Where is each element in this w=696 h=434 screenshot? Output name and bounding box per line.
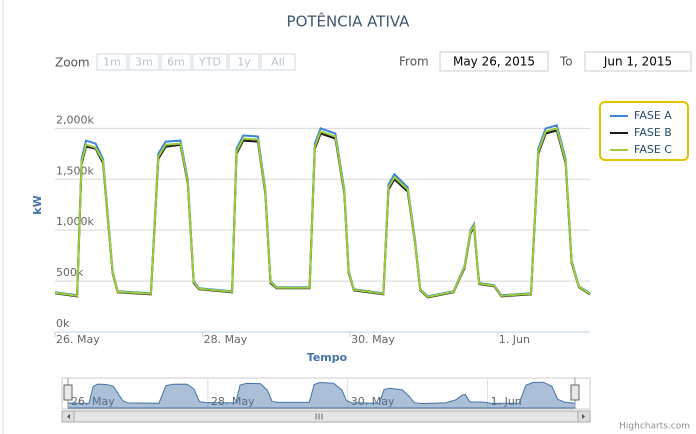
navigator-frame: [61, 377, 591, 410]
zoom-label: Zoom: [55, 56, 90, 70]
arrow-left: [67, 414, 70, 419]
navigator-label: 30. May: [351, 395, 395, 408]
zoom-button-label: 1y: [237, 56, 251, 69]
navigator-series: [67, 381, 576, 409]
zoom-button[interactable]: [260, 53, 296, 71]
y-axis-title: kW: [31, 195, 44, 214]
zoom-button-label: 3m: [135, 56, 153, 69]
arrow-right: [582, 414, 585, 419]
series-line: [54, 129, 591, 299]
y-tick-label: 1,500k: [56, 164, 94, 177]
to-label: To: [559, 55, 573, 69]
zoom-button-label: All: [271, 56, 285, 69]
series-line: [54, 127, 591, 298]
legend-label[interactable]: FASE A: [634, 109, 672, 122]
x-axis-title: Tempo: [307, 351, 348, 364]
series-line: [54, 124, 591, 298]
y-tick-label: 500k: [56, 266, 84, 279]
legend-label[interactable]: FASE C: [634, 143, 672, 156]
x-tick-label: 30. May: [351, 333, 395, 346]
to-value: Jun 1, 2015: [603, 55, 672, 69]
from-input[interactable]: [439, 51, 549, 72]
x-tick-label: 1. Jun: [499, 333, 530, 346]
zoom-button[interactable]: [128, 53, 160, 71]
zoom-button-label: YTD: [198, 56, 221, 69]
chart-title: POTÊNCIA ATIVA: [287, 12, 411, 31]
zoom-button[interactable]: [96, 53, 128, 71]
navigator-label: 26. May: [71, 395, 115, 408]
zoom-button-label: 6m: [167, 56, 185, 69]
scrollbar-thumb[interactable]: [73, 410, 579, 423]
scrollbar-grip: [315, 413, 323, 420]
legend-label[interactable]: FASE B: [634, 126, 672, 139]
navigator-label: 1. Jun: [491, 395, 522, 408]
from-label: From: [399, 55, 429, 69]
zoom-button-label: 1m: [103, 56, 121, 69]
y-tick-label: 2,000k: [56, 113, 94, 126]
x-tick-label: 28. May: [204, 333, 248, 346]
from-value: May 26, 2015: [453, 55, 535, 69]
y-tick-label: 0k: [56, 317, 70, 330]
credits: Highcharts.com: [619, 422, 690, 432]
to-input[interactable]: [584, 51, 692, 72]
x-tick-label: 26. May: [56, 333, 100, 346]
navigator-handle[interactable]: [63, 384, 73, 401]
y-tick-label: 1,000k: [56, 215, 94, 228]
zoom-button[interactable]: [192, 53, 228, 71]
zoom-button[interactable]: [160, 53, 192, 71]
zoom-button[interactable]: [228, 53, 260, 71]
navigator-label: 28. May: [211, 395, 255, 408]
navigator-handle[interactable]: [570, 384, 580, 401]
